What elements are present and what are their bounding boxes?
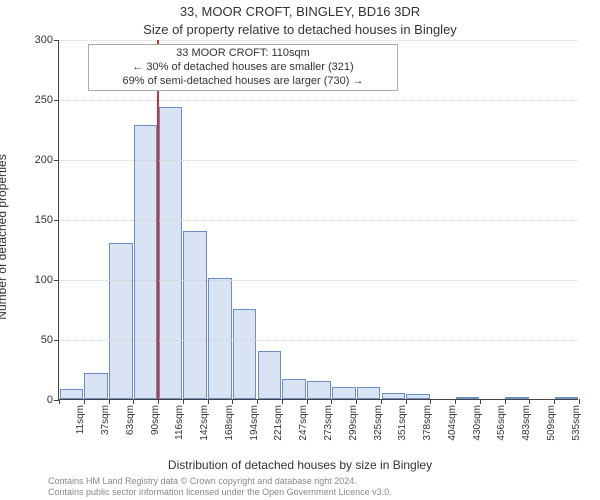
x-tick-mark: [356, 399, 357, 404]
attribution: Contains HM Land Registry data © Crown c…: [48, 476, 392, 498]
plot-area: 05010015020025030011sqm37sqm63sqm90sqm11…: [58, 40, 578, 400]
y-tick-mark: [54, 40, 59, 41]
x-tick-label: 247sqm: [298, 405, 309, 441]
gridline: [59, 40, 578, 41]
x-tick-label: 168sqm: [224, 405, 235, 441]
x-tick-mark: [554, 399, 555, 404]
reference-line: [157, 40, 159, 399]
x-tick-mark: [430, 399, 431, 404]
y-tick-label: 0: [47, 394, 53, 406]
annotation-box: 33 MOOR CROFT: 110sqm ← 30% of detached …: [88, 44, 398, 91]
y-tick-mark: [54, 220, 59, 221]
x-tick-label: 325sqm: [373, 405, 384, 441]
x-tick-mark: [282, 399, 283, 404]
x-tick-label: 194sqm: [249, 405, 260, 441]
x-tick-mark: [59, 399, 60, 404]
x-tick-mark: [505, 399, 506, 404]
x-tick-mark: [307, 399, 308, 404]
title-address: 33, MOOR CROFT, BINGLEY, BD16 3DR: [0, 4, 600, 19]
x-tick-label: 63sqm: [125, 405, 136, 435]
histogram-bar: [183, 231, 207, 399]
x-tick-mark: [455, 399, 456, 404]
y-tick-mark: [54, 340, 59, 341]
histogram-bar: [208, 278, 232, 399]
gridline: [59, 100, 578, 101]
histogram-bar: [233, 309, 257, 399]
x-tick-mark: [257, 399, 258, 404]
x-tick-label: 273sqm: [323, 405, 334, 441]
x-tick-label: 404sqm: [447, 405, 458, 441]
x-tick-mark: [183, 399, 184, 404]
x-tick-label: 90sqm: [150, 405, 161, 435]
x-tick-mark: [133, 399, 134, 404]
histogram-bar: [134, 125, 158, 399]
gridline: [59, 220, 578, 221]
x-tick-mark: [84, 399, 85, 404]
x-tick-mark: [480, 399, 481, 404]
x-tick-mark: [109, 399, 110, 404]
histogram-bar: [60, 389, 84, 399]
gridline: [59, 160, 578, 161]
histogram-bar: [382, 393, 406, 399]
x-tick-label: 509sqm: [546, 405, 557, 441]
annotation-line3: 69% of semi-detached houses are larger (…: [93, 75, 393, 89]
histogram-bar: [159, 107, 183, 399]
chart-container: 33, MOOR CROFT, BINGLEY, BD16 3DR Size o…: [0, 0, 600, 500]
x-tick-label: 456sqm: [496, 405, 507, 441]
y-axis-label: Number of detached properties: [0, 137, 9, 337]
histogram-bar: [282, 379, 306, 399]
x-tick-label: 221sqm: [273, 405, 284, 441]
x-tick-mark: [331, 399, 332, 404]
gridline: [59, 280, 578, 281]
y-tick-mark: [54, 280, 59, 281]
x-tick-mark: [208, 399, 209, 404]
x-tick-mark: [381, 399, 382, 404]
y-tick-label: 200: [35, 154, 53, 166]
histogram-bar: [109, 243, 133, 399]
x-axis-label: Distribution of detached houses by size …: [0, 458, 600, 472]
x-tick-mark: [579, 399, 580, 404]
y-tick-label: 250: [35, 94, 53, 106]
x-tick-label: 351sqm: [397, 405, 408, 441]
histogram-bar: [84, 373, 108, 399]
title-subtitle: Size of property relative to detached ho…: [0, 22, 600, 37]
x-tick-label: 299sqm: [348, 405, 359, 441]
x-tick-mark: [158, 399, 159, 404]
x-tick-mark: [529, 399, 530, 404]
x-tick-label: 116sqm: [174, 405, 185, 440]
y-tick-mark: [54, 100, 59, 101]
histogram-bar: [307, 381, 331, 399]
x-tick-label: 430sqm: [472, 405, 483, 441]
x-tick-label: 378sqm: [422, 405, 433, 441]
x-tick-label: 483sqm: [521, 405, 532, 441]
y-tick-label: 300: [35, 34, 53, 46]
histogram-bar: [555, 397, 579, 399]
histogram-bar: [332, 387, 356, 399]
x-tick-mark: [406, 399, 407, 404]
attribution-line2: Contains public sector information licen…: [48, 487, 392, 498]
x-tick-label: 142sqm: [199, 405, 210, 441]
annotation-line2: ← 30% of detached houses are smaller (32…: [93, 61, 393, 75]
x-tick-label: 11sqm: [75, 405, 86, 434]
histogram-bar: [357, 387, 381, 399]
histogram-bar: [456, 397, 480, 399]
x-tick-label: 535sqm: [571, 405, 582, 441]
attribution-line1: Contains HM Land Registry data © Crown c…: [48, 476, 392, 487]
y-tick-label: 150: [35, 214, 53, 226]
histogram-bar: [258, 351, 282, 399]
x-tick-mark: [232, 399, 233, 404]
y-tick-mark: [54, 160, 59, 161]
x-tick-label: 37sqm: [100, 405, 111, 435]
histogram-bar: [505, 397, 529, 399]
y-tick-label: 50: [41, 334, 53, 346]
gridline: [59, 340, 578, 341]
histogram-bar: [406, 394, 430, 399]
y-tick-label: 100: [35, 274, 53, 286]
annotation-line1: 33 MOOR CROFT: 110sqm: [93, 47, 393, 61]
